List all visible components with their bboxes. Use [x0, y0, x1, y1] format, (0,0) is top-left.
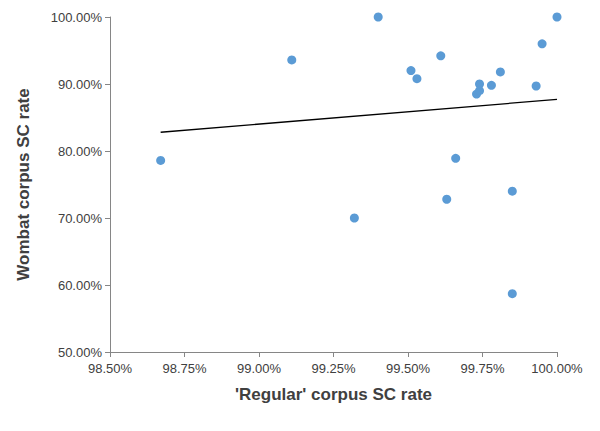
svg-text:99.75%: 99.75% [460, 361, 505, 376]
svg-text:100.00%: 100.00% [531, 361, 583, 376]
svg-text:Wombat corpus SC rate: Wombat corpus SC rate [14, 88, 33, 280]
svg-text:100.00%: 100.00% [51, 10, 103, 25]
svg-text:99.50%: 99.50% [386, 361, 431, 376]
svg-text:98.50%: 98.50% [88, 361, 133, 376]
svg-text:80.00%: 80.00% [58, 144, 103, 159]
svg-text:70.00%: 70.00% [58, 211, 103, 226]
svg-text:99.00%: 99.00% [237, 361, 282, 376]
svg-text:60.00%: 60.00% [58, 278, 103, 293]
svg-text:50.00%: 50.00% [58, 345, 103, 360]
svg-text:90.00%: 90.00% [58, 77, 103, 92]
svg-text:99.25%: 99.25% [311, 361, 356, 376]
svg-text:98.75%: 98.75% [162, 361, 207, 376]
svg-text:'Regular' corpus SC rate: 'Regular' corpus SC rate [235, 385, 432, 404]
